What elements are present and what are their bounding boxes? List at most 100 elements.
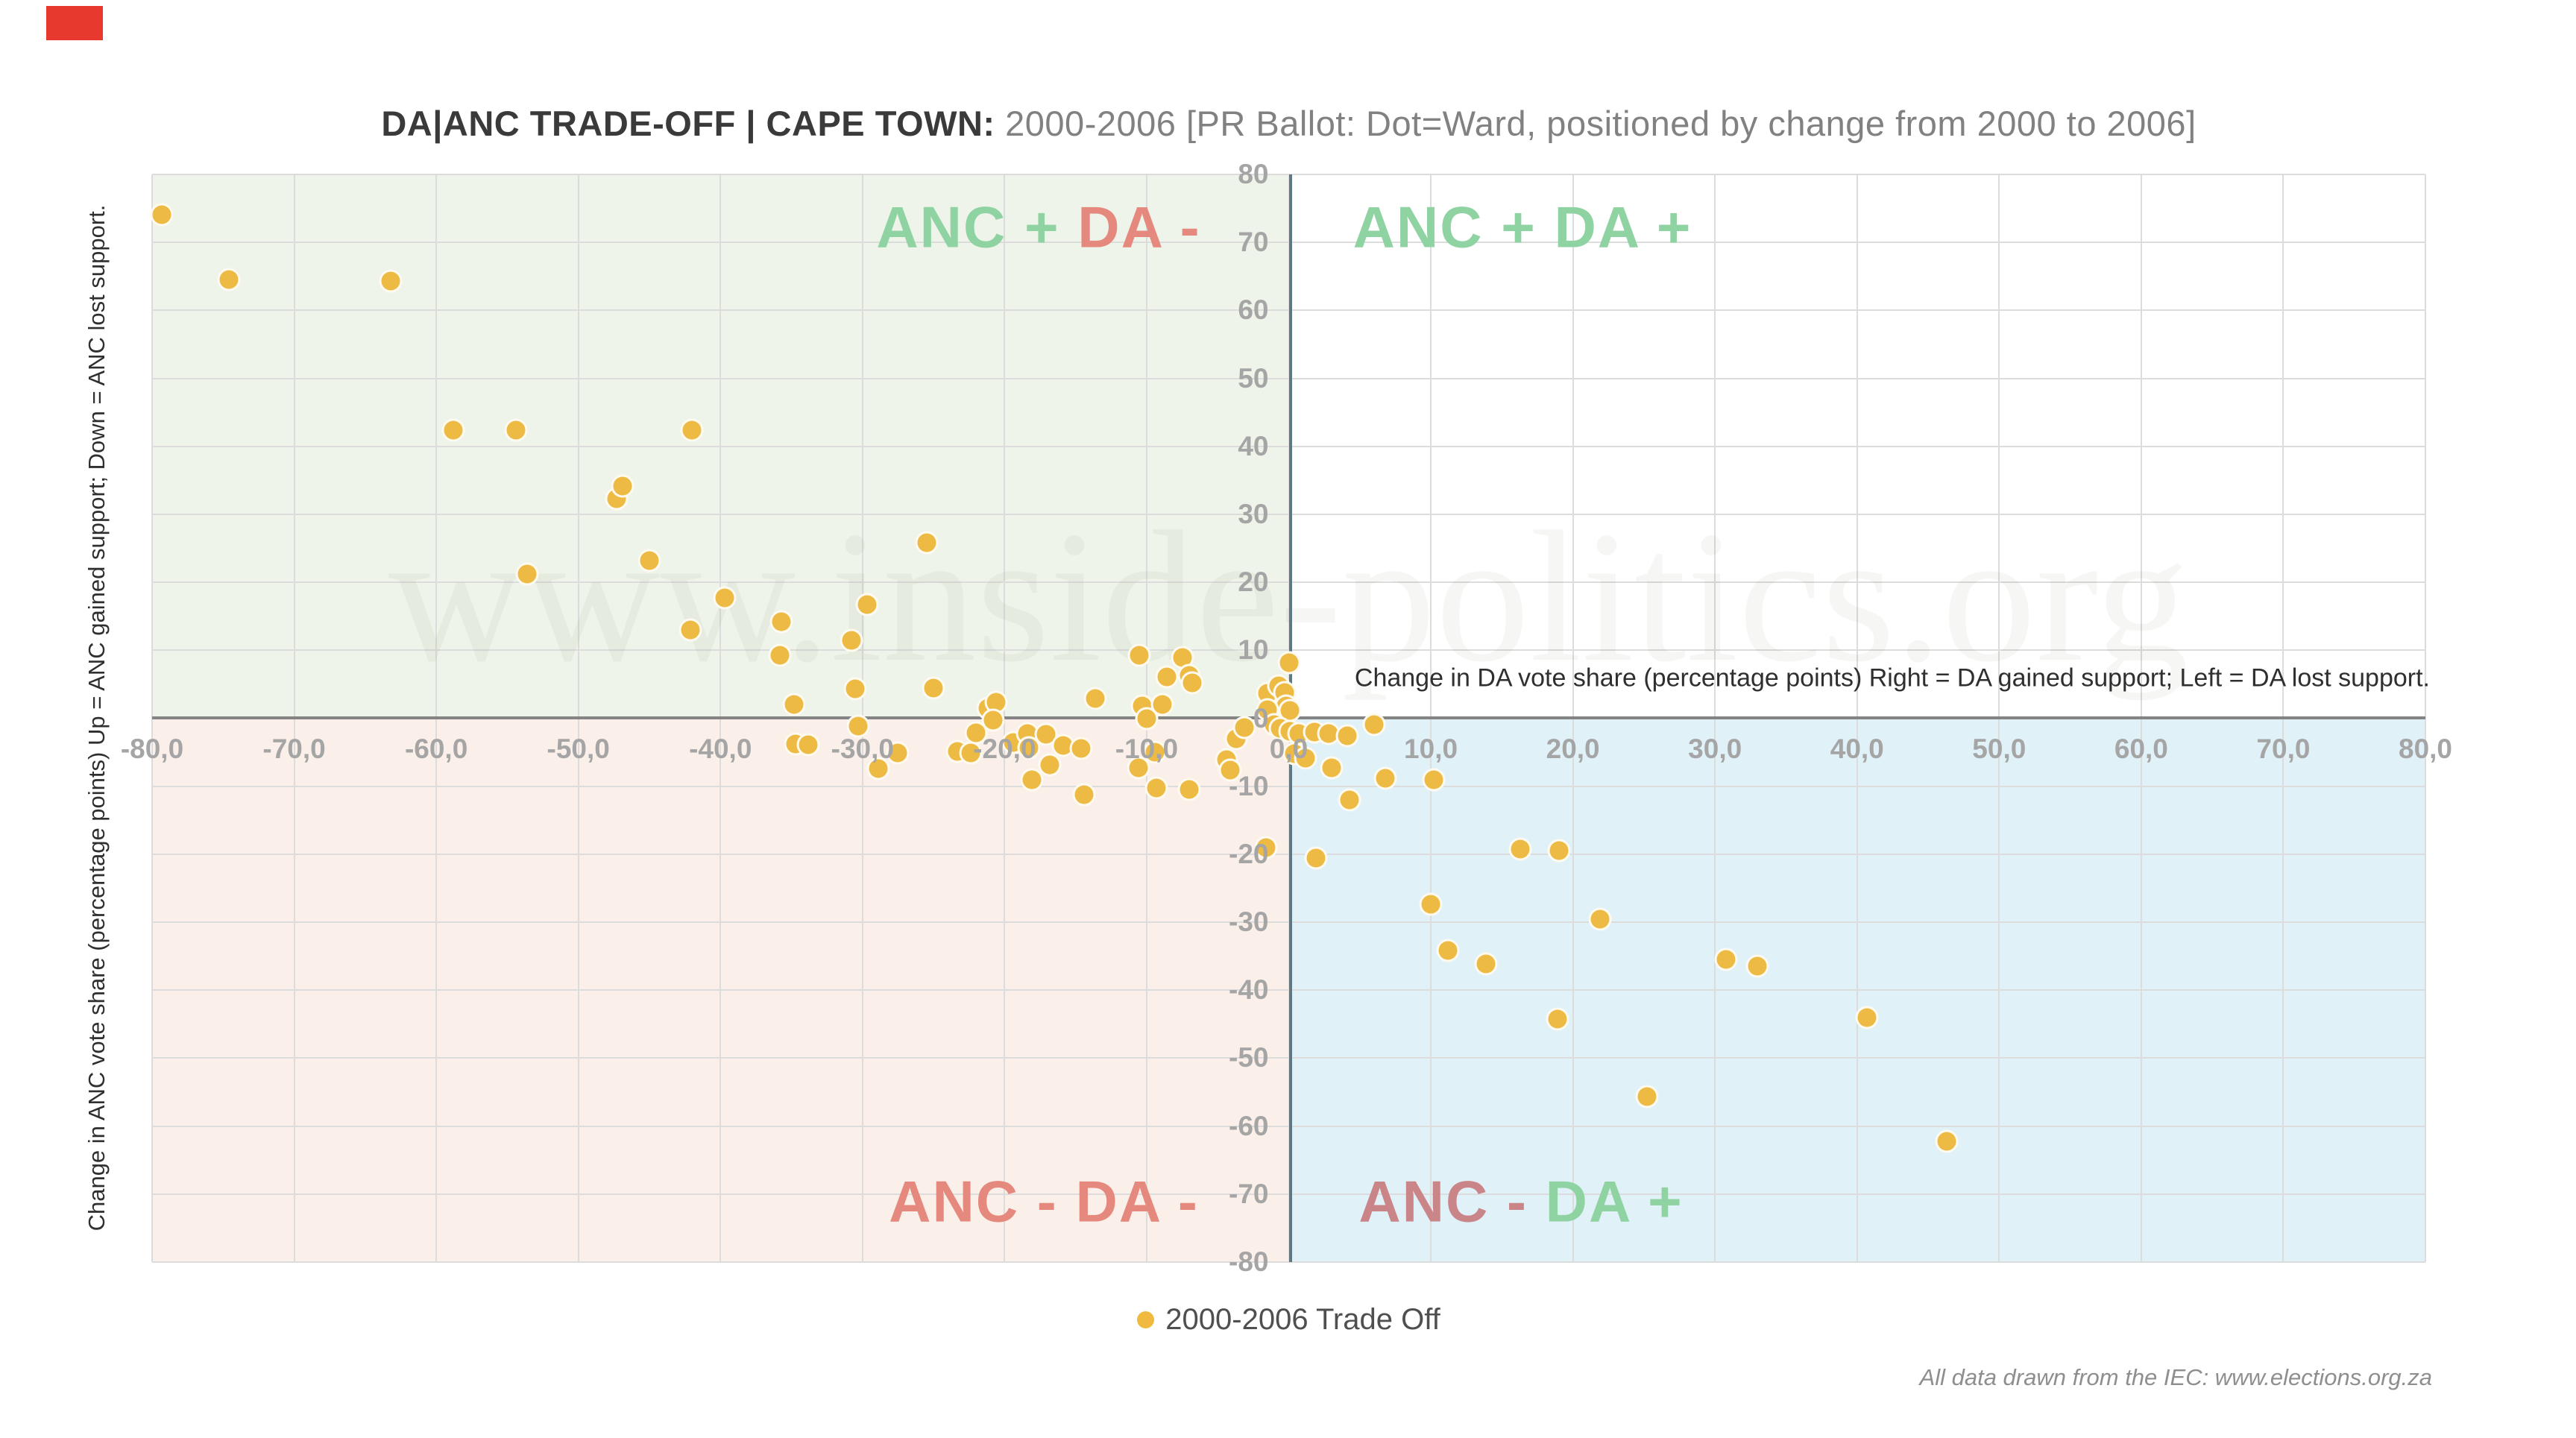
x-tick-label: -20,0 [973,733,1036,764]
data-point[interactable] [611,474,634,498]
quadrant-label-part: DA - [1077,194,1201,260]
data-point[interactable] [379,269,403,293]
data-point[interactable] [637,549,661,573]
x-tick-label: -70,0 [262,733,326,764]
gridline-horizontal [152,1057,2425,1059]
data-point[interactable] [1362,713,1386,737]
x-tick-label: 50,0 [1972,733,2027,764]
data-point[interactable] [915,531,939,555]
data-point[interactable] [1150,693,1174,716]
data-point[interactable] [1714,947,1738,971]
gridline-horizontal [152,853,2425,855]
data-point[interactable] [1855,1006,1879,1029]
x-tick-label: 40,0 [1830,733,1884,764]
data-point[interactable] [1038,753,1062,777]
quadrant-label-part: ANC + DA + [1352,194,1692,260]
data-point[interactable] [515,562,539,586]
data-point[interactable] [150,203,174,227]
data-point[interactable] [1546,1007,1569,1031]
gridline-horizontal [152,785,2425,787]
data-point[interactable] [843,677,867,701]
data-point[interactable] [782,693,806,716]
data-point[interactable] [1294,746,1317,770]
data-point[interactable] [1180,671,1204,695]
data-point[interactable] [1177,778,1201,801]
x-tick-label: 30,0 [1688,733,1742,764]
legend-label[interactable]: 2000-2006 Trade Off [1165,1303,1440,1336]
data-point[interactable] [866,757,890,781]
y-tick-label: 30 [1238,498,1269,529]
data-point[interactable] [922,676,945,700]
data-point[interactable] [713,586,737,610]
data-point[interactable] [1232,716,1256,740]
data-point[interactable] [796,733,820,757]
data-point[interactable] [855,593,879,616]
data-point[interactable] [1034,722,1058,746]
legend: 2000-2006 Trade Off [152,1303,2425,1337]
x-tick-label: -60,0 [404,733,468,764]
y-tick-label: -10 [1229,770,1269,801]
data-point[interactable] [1127,643,1151,667]
y-tick-label: -20 [1229,838,1269,869]
data-point[interactable] [680,418,704,442]
data-point[interactable] [1069,737,1093,760]
quadrant-label-bottom-left: ANC - DA - [889,1168,1199,1236]
x-axis-annotation: Change in DA vote share (percentage poin… [1354,663,2430,693]
data-point[interactable] [1508,837,1532,861]
data-point[interactable] [1335,724,1359,748]
data-point[interactable] [678,618,702,642]
y-tick-label: 70 [1238,227,1269,258]
data-point[interactable] [441,418,465,442]
data-point[interactable] [504,418,528,442]
data-point[interactable] [1127,756,1150,780]
data-point[interactable] [1935,1129,1959,1153]
x-tick-label: 10,0 [1404,733,1458,764]
x-tick-label: 20,0 [1546,733,1600,764]
data-point[interactable] [981,708,1005,732]
data-point[interactable] [1072,783,1096,807]
source-note: All data drawn from the IEC: www.electio… [1919,1364,2432,1390]
data-point[interactable] [964,721,988,745]
x-tick-label: 80,0 [2398,733,2453,764]
data-point[interactable] [1474,952,1498,976]
data-point[interactable] [1020,768,1044,792]
data-point[interactable] [1144,776,1168,799]
data-point[interactable] [1083,687,1107,710]
gridline-horizontal [152,581,2425,584]
y-tick-label: -40 [1229,974,1269,1006]
data-point[interactable] [768,643,792,667]
data-point[interactable] [769,610,793,634]
data-point[interactable] [846,714,870,738]
data-point[interactable] [1436,939,1460,962]
gridline-horizontal [152,989,2425,991]
gridline-horizontal [152,174,2425,175]
y-axis-title: Change in ANC vote share (percentage poi… [84,204,110,1232]
data-point[interactable] [1320,756,1344,780]
x-tick-label: -30,0 [831,733,894,764]
data-point[interactable] [1422,768,1446,792]
gridline-horizontal [152,377,2425,379]
data-point[interactable] [1635,1085,1659,1109]
data-point[interactable] [886,741,910,765]
data-point[interactable] [1419,892,1443,916]
data-point[interactable] [1338,788,1361,812]
y-tick-label: 40 [1238,430,1269,461]
data-point[interactable] [840,628,863,652]
data-point[interactable] [1254,836,1278,860]
data-point[interactable] [1588,907,1612,931]
title-bold: DA|ANC TRADE-OFF | CAPE TOWN: [381,104,995,143]
data-point[interactable] [1218,758,1242,782]
data-point[interactable] [217,268,241,291]
data-point[interactable] [1277,651,1300,675]
quadrant-label-top-left: ANC + DA - [876,194,1200,262]
data-point[interactable] [1373,766,1397,790]
x-tick-label: 70,0 [2256,733,2311,764]
gridline-horizontal [152,1125,2425,1127]
data-point[interactable] [1547,839,1571,863]
y-tick-label: -30 [1229,906,1269,938]
data-point[interactable] [1143,740,1167,764]
data-point[interactable] [1155,665,1179,689]
data-point[interactable] [1304,846,1328,870]
data-point[interactable] [959,741,983,765]
data-point[interactable] [1745,954,1769,978]
